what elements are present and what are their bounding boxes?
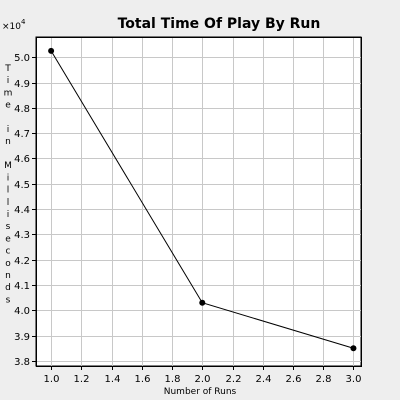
y-axis-label-char: i bbox=[7, 210, 10, 220]
y-axis-label-char: c bbox=[6, 247, 11, 257]
y-multiplier-exponent: 4 bbox=[21, 18, 26, 26]
y-tick-label: 3.8 bbox=[14, 357, 30, 368]
y-axis-label-char: e bbox=[5, 234, 11, 244]
x-tick-label: 1.8 bbox=[165, 374, 181, 385]
data-point bbox=[350, 345, 357, 352]
y-multiplier: ×104 bbox=[2, 18, 26, 32]
y-axis-label-char: m bbox=[4, 88, 13, 98]
y-axis-label-char: d bbox=[5, 283, 11, 293]
x-axis: 1.0 1.2 1.4 1.6 1.8 2.0 2.2 2.4 2.6 2.8 3.0 bbox=[44, 366, 362, 385]
y-tick-label: 4.8 bbox=[14, 104, 30, 115]
x-tick-label: 1.0 bbox=[44, 374, 60, 385]
y-axis-label-char: e bbox=[5, 101, 11, 111]
y-tick-label: 4.0 bbox=[14, 306, 30, 317]
y-axis-label-char: M bbox=[4, 161, 12, 171]
y-tick-label: 4.6 bbox=[14, 154, 30, 165]
y-tick-label: 5.0 bbox=[14, 53, 30, 64]
y-axis-label-char: i bbox=[7, 125, 10, 135]
y-tick-label: 4.7 bbox=[14, 129, 30, 140]
x-tick-label: 1.6 bbox=[135, 374, 151, 385]
plot-area bbox=[35, 36, 362, 367]
y-axis-label-char: i bbox=[7, 173, 10, 183]
x-tick-label: 1.4 bbox=[105, 374, 121, 385]
y-tick-label: 3.9 bbox=[14, 332, 30, 343]
x-tick-label: 2.8 bbox=[316, 374, 332, 385]
data-point bbox=[199, 299, 206, 306]
y-tick-label: 4.2 bbox=[14, 256, 30, 267]
series bbox=[48, 47, 357, 352]
x-tick-label: 3.0 bbox=[346, 374, 362, 385]
y-axis-label-char: o bbox=[5, 259, 11, 269]
y-axis-label-char: l bbox=[7, 198, 10, 208]
x-tick-label: 2.6 bbox=[286, 374, 302, 385]
grid bbox=[36, 37, 362, 367]
y-axis-label-char: n bbox=[5, 271, 11, 281]
y-tick-label: 4.4 bbox=[14, 205, 30, 216]
x-tick-label: 2.2 bbox=[226, 374, 242, 385]
y-axis-label-char: s bbox=[6, 222, 11, 232]
y-tick-label: 4.3 bbox=[14, 230, 30, 241]
y-axis-label-char: n bbox=[5, 137, 11, 147]
y-axis-label-char: T bbox=[4, 64, 11, 74]
plot-border bbox=[36, 37, 362, 367]
x-tick-label: 2.4 bbox=[256, 374, 272, 385]
y-axis-label-char: s bbox=[6, 295, 11, 305]
y-tick-label: 4.1 bbox=[14, 281, 30, 292]
chart-title: Total Time Of Play By Run bbox=[118, 16, 321, 32]
x-axis-label: Number of Runs bbox=[164, 387, 237, 397]
y-tick-label: 4.9 bbox=[14, 79, 30, 90]
x-tick-label: 2.0 bbox=[195, 374, 211, 385]
y-axis-label-char: i bbox=[7, 76, 10, 86]
y-tick-label: 4.5 bbox=[14, 180, 30, 191]
data-point bbox=[48, 47, 55, 54]
x-tick-label: 1.2 bbox=[74, 374, 90, 385]
y-axis-label-char: l bbox=[7, 186, 10, 196]
y-axis: 3.8 3.9 4.0 4.1 4.2 4.3 4.4 4.5 4.6 4.7 4.8 4.9 5.0 bbox=[14, 53, 36, 368]
